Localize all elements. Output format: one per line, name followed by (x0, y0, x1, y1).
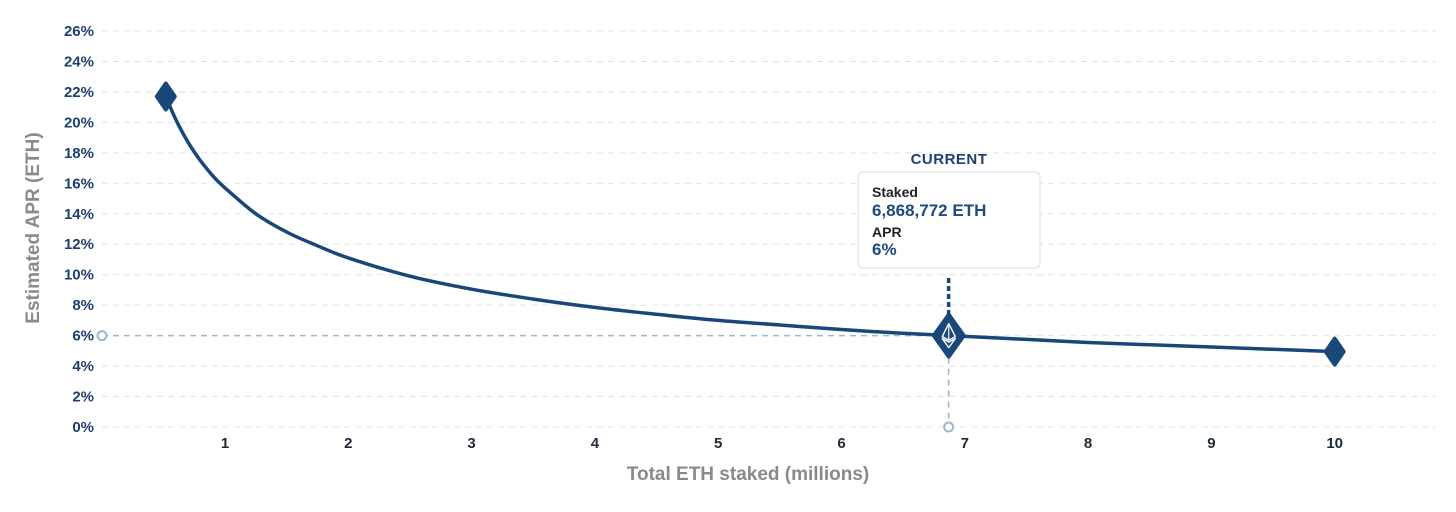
y-tick-label: 20% (64, 114, 94, 131)
y-tick-label: 2% (72, 389, 94, 406)
y-tick-label: 0% (72, 419, 94, 436)
staked-guide-dot (943, 421, 955, 433)
y-tick-label: 10% (64, 267, 94, 284)
x-tick-label: 3 (467, 435, 475, 452)
apr-guide-dot (96, 330, 108, 342)
current-title: CURRENT (911, 151, 988, 168)
y-tick-label: 6% (72, 328, 94, 345)
y-tick-label: 26% (64, 23, 94, 40)
diamond-marker (154, 81, 177, 112)
markers-layer (154, 81, 1346, 367)
x-tick-label: 8 (1084, 435, 1092, 452)
tooltip-box (857, 171, 1041, 269)
x-tick-label: 10 (1326, 435, 1343, 452)
y-tick-label: 16% (64, 175, 94, 192)
y-tick-label: 22% (64, 84, 94, 101)
tooltip-apr-value: 6% (872, 240, 897, 259)
y-tick-label: 12% (64, 236, 94, 253)
x-tick-labels: 1 2 3 4 5 6 7 8 9 10 (221, 435, 1343, 452)
x-tick-label: 5 (714, 435, 722, 452)
tooltip-staked-label: Staked (872, 184, 918, 200)
x-axis-label: Total ETH staked (millions) (627, 464, 869, 485)
y-tick-labels: 0% 2% 4% 6% 8% 10% 12% 14% 16% 18% 20% 22% 24% 26% (64, 23, 94, 436)
y-tick-label: 24% (64, 53, 94, 70)
y-tick-label: 14% (64, 206, 94, 223)
eth-diamond-icon (931, 312, 966, 359)
eth-glyph-bottom (941, 337, 956, 349)
x-tick-label: 6 (837, 435, 845, 452)
y-axis-label: Estimated APR (ETH) (23, 132, 44, 323)
x-tick-label: 2 (344, 435, 352, 452)
y-tick-label: 4% (72, 358, 94, 375)
x-tick-label: 1 (221, 435, 229, 452)
diamond-marker (1323, 336, 1346, 367)
gridlines (102, 30, 1436, 428)
x-tick-label: 4 (591, 435, 600, 452)
series-layer (164, 94, 1337, 354)
y-tick-label: 18% (64, 145, 94, 162)
y-tick-label: 8% (72, 297, 94, 314)
current-guides (96, 278, 955, 433)
x-tick-label: 9 (1207, 435, 1215, 452)
current-callout: CURRENT Staked 6,868,772 ETH APR 6% (857, 151, 1041, 269)
x-tick-label: 7 (961, 435, 969, 452)
apr-curve (164, 94, 1337, 354)
tooltip-apr-label: APR (872, 224, 902, 240)
tooltip-staked-value: 6,868,772 ETH (872, 201, 986, 220)
